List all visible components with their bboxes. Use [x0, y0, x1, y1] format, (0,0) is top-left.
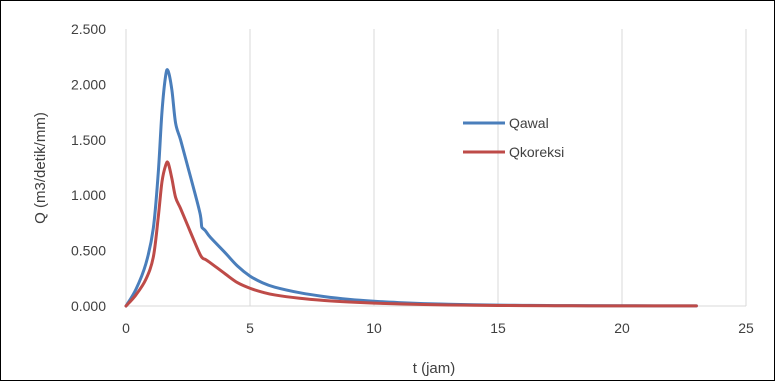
x-tick-label: 15 [490, 320, 506, 336]
x-axis-title: t (jam) [413, 360, 456, 377]
y-tick-label: 1.500 [71, 132, 106, 148]
legend-label-qkoreksi: Qkoreksi [509, 144, 564, 160]
legend: Qawal Qkoreksi [463, 115, 564, 160]
series-lines [124, 68, 698, 308]
x-tick-label: 25 [738, 320, 754, 336]
y-tick-label: 2.000 [71, 76, 106, 92]
y-tick-label: 2.500 [71, 21, 106, 37]
x-tick-label: 0 [122, 320, 130, 336]
axes [125, 29, 746, 307]
legend-label-qawal: Qawal [509, 115, 549, 131]
series-line-qkoreksi [124, 160, 698, 308]
x-tick-label: 5 [246, 320, 254, 336]
y-tick-label: 0.000 [71, 298, 106, 314]
vertical-gridlines [249, 29, 747, 306]
y-tick-labels: 0.000 0.500 1.000 1.500 2.000 2.500 [71, 21, 106, 314]
x-tick-label: 10 [366, 320, 382, 336]
x-tick-label: 20 [614, 320, 630, 336]
series-line-qawal [124, 68, 698, 308]
y-tick-label: 1.000 [71, 187, 106, 203]
x-tick-labels: 0 5 10 15 20 25 [122, 320, 754, 336]
y-tick-label: 0.500 [71, 243, 106, 259]
y-axis-title: Q (m3/detik/mm) [32, 112, 49, 224]
